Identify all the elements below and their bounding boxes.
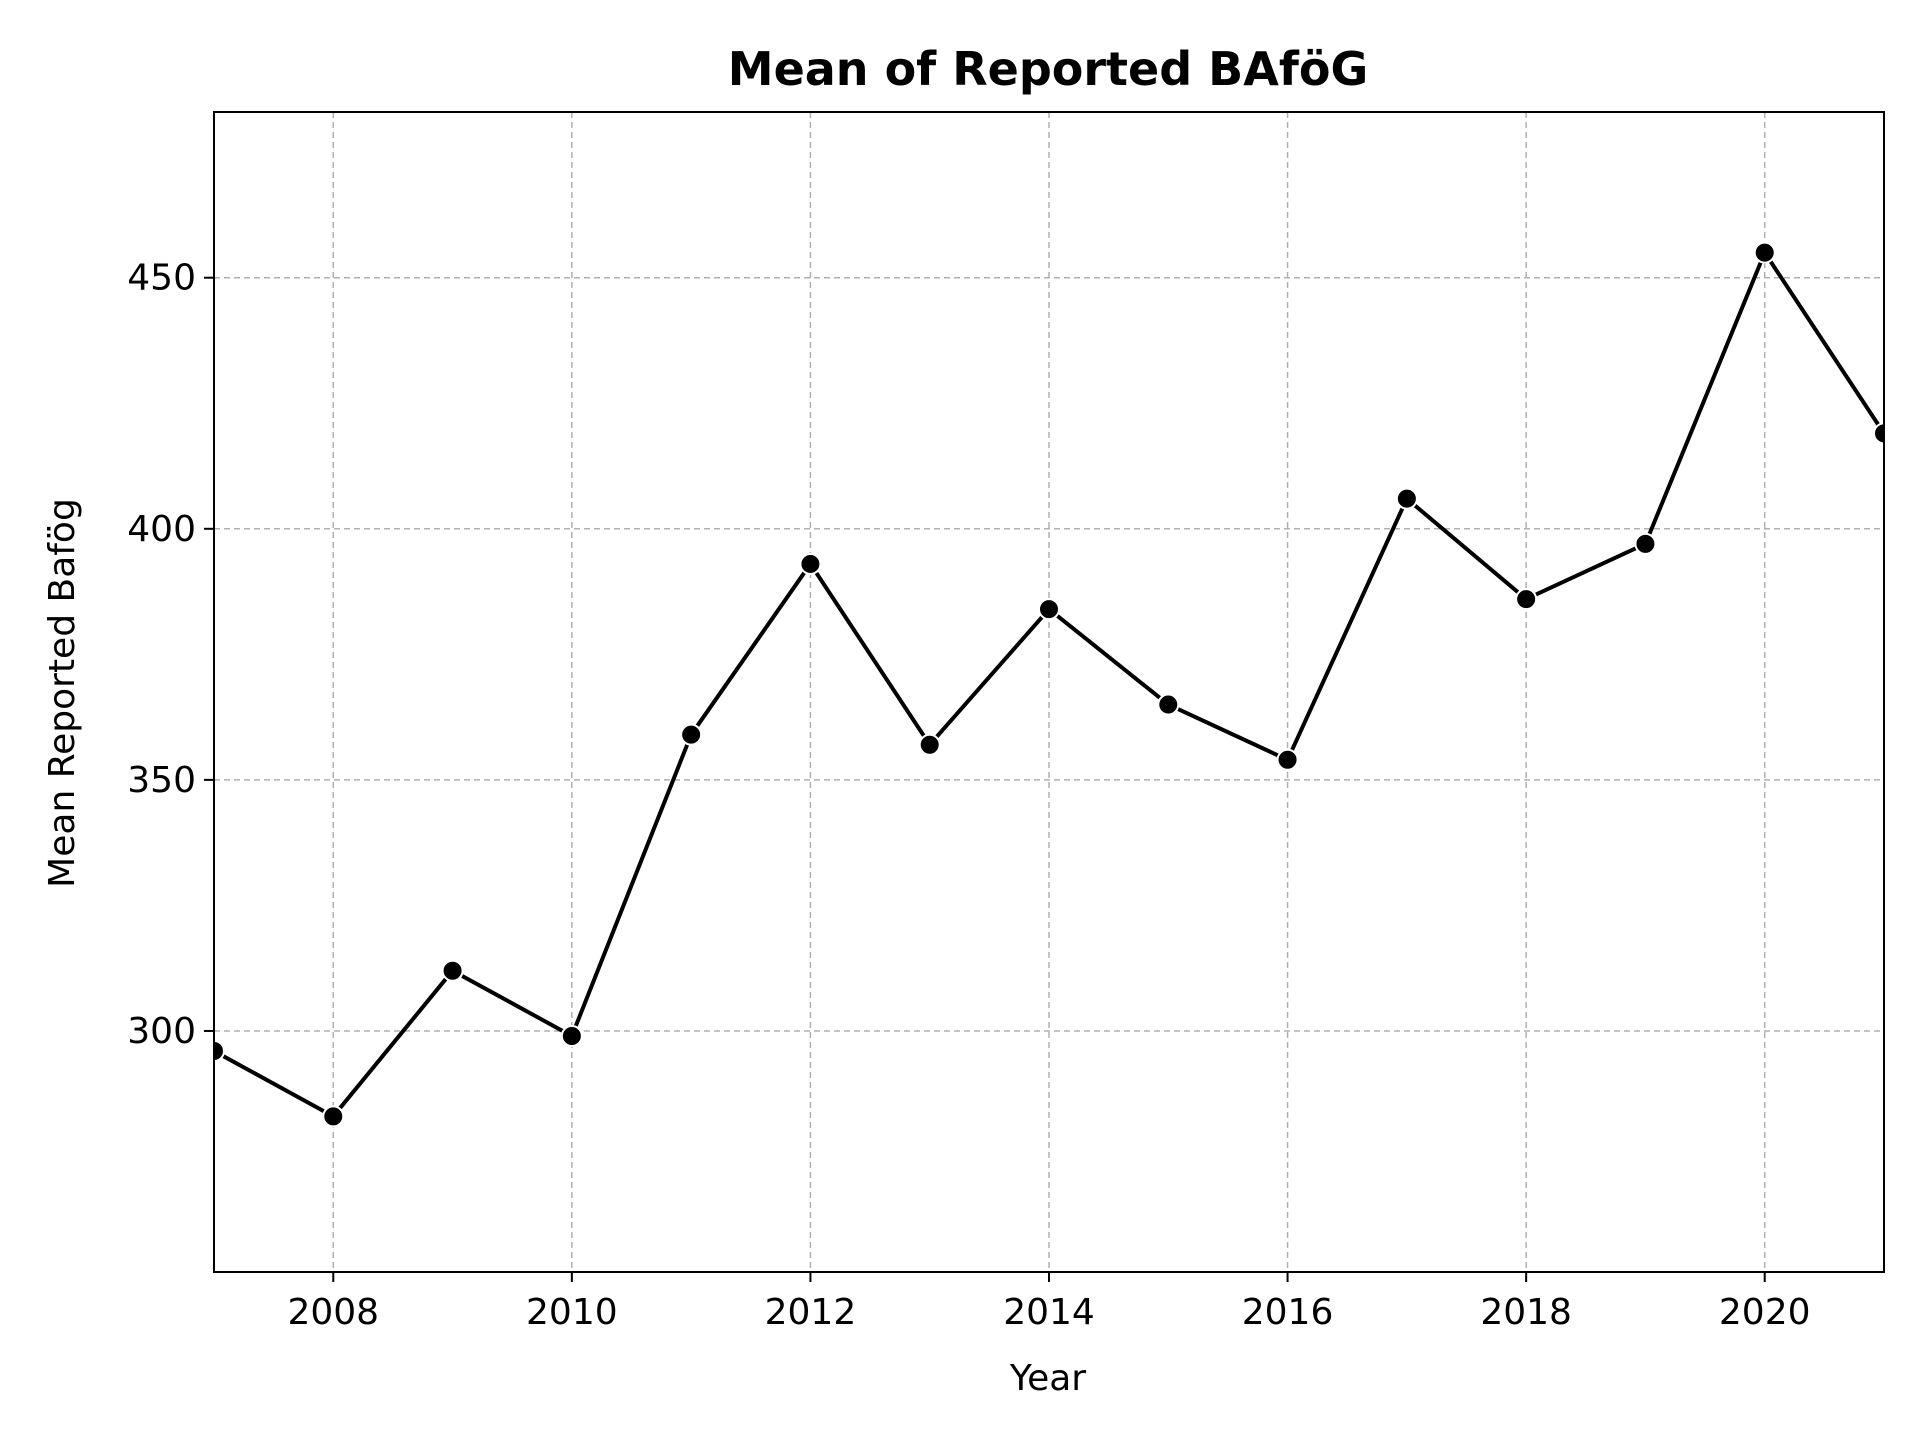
- x-tick-label: 2020: [1719, 1292, 1811, 1333]
- data-point: [1515, 588, 1538, 611]
- x-tick-label: 2016: [1242, 1292, 1334, 1333]
- series-layer: [214, 241, 1884, 1128]
- x-axis-label: Year: [1009, 1358, 1086, 1399]
- data-point: [1634, 532, 1657, 555]
- x-tick-label: 2014: [1003, 1292, 1095, 1333]
- data-point: [214, 1040, 225, 1063]
- data-point: [1753, 241, 1776, 264]
- data-point: [1157, 693, 1180, 716]
- chart-title: Mean of Reported BAföG: [728, 42, 1368, 96]
- y-tick-label: 300: [127, 1011, 196, 1052]
- x-tick-label: 2010: [526, 1292, 618, 1333]
- x-tick-label: 2018: [1480, 1292, 1572, 1333]
- data-point: [560, 1024, 583, 1047]
- y-tick-label: 450: [127, 258, 196, 299]
- x-tick-label: 2008: [287, 1292, 379, 1333]
- grid-layer: [214, 112, 1884, 1272]
- tick-layer: 2008 2010 2012 2014 2016 2018 2020 300 350 400 450: [127, 258, 1810, 1333]
- data-point: [799, 552, 822, 575]
- data-point: [1395, 487, 1418, 510]
- data-point: [918, 733, 941, 756]
- y-tick-label: 350: [127, 760, 196, 801]
- data-point: [1038, 598, 1060, 621]
- data-point: [322, 1105, 345, 1128]
- data-point: [680, 723, 703, 746]
- y-axis-label: Mean Reported Bafög: [42, 498, 83, 888]
- data-point: [1276, 748, 1299, 771]
- y-tick-label: 400: [127, 509, 196, 550]
- x-tick-label: 2012: [765, 1292, 857, 1333]
- data-point: [1873, 422, 1884, 445]
- data-point: [441, 959, 464, 982]
